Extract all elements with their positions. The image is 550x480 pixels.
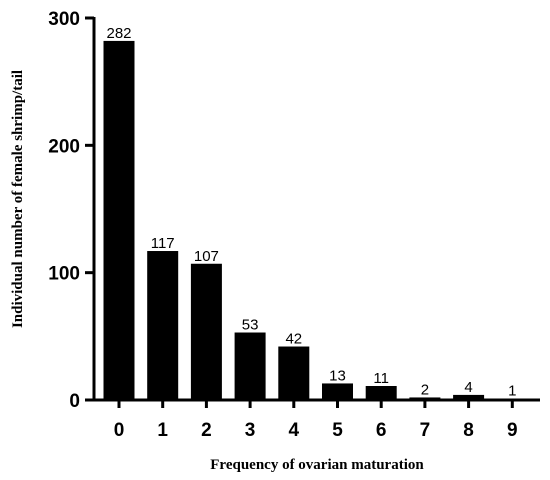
data-label: 282 [106,25,131,42]
x-tick-label: 5 [332,420,343,441]
bar [234,332,266,400]
data-label: 42 [285,331,302,348]
x-tick-label: 4 [289,420,300,441]
x-tick-label: 6 [376,420,387,441]
x-tick-label: 3 [245,420,256,441]
data-label: 1 [508,383,516,400]
x-axis-title: Frequency of ovarian maturation [210,457,424,473]
y-tick-label: 0 [69,391,80,412]
data-label: 13 [329,367,346,384]
data-label: 53 [242,317,259,334]
bars [103,40,528,401]
y-tick-label: 200 [48,136,80,157]
x-axis-ticks: 0 1 2 3 4 5 6 7 8 9 [114,400,518,441]
data-labels: 282 117 107 53 42 13 11 2 4 1 [106,25,516,400]
data-label: 11 [373,370,389,387]
x-tick-label: 9 [507,420,518,441]
bar [365,385,397,400]
data-label: 4 [464,379,472,396]
y-tick-label: 100 [48,264,80,285]
bar [322,383,353,400]
bar [278,346,310,400]
x-tick-label: 2 [201,420,212,441]
x-tick-label: 0 [114,420,125,441]
y-axis-ticks: 0 100 200 300 [48,9,94,412]
data-label: 2 [421,381,429,398]
x-tick-label: 8 [463,420,474,441]
y-axis-title: Individual number of female shrimp/tail [10,70,26,328]
bar [190,263,222,400]
y-tick-label: 300 [48,9,80,30]
bar [453,394,485,400]
x-tick-label: 7 [420,420,431,441]
bar [147,251,179,400]
bar [103,40,135,401]
data-label: 107 [194,248,219,265]
data-label: 117 [151,235,175,252]
x-tick-label: 1 [157,420,168,441]
